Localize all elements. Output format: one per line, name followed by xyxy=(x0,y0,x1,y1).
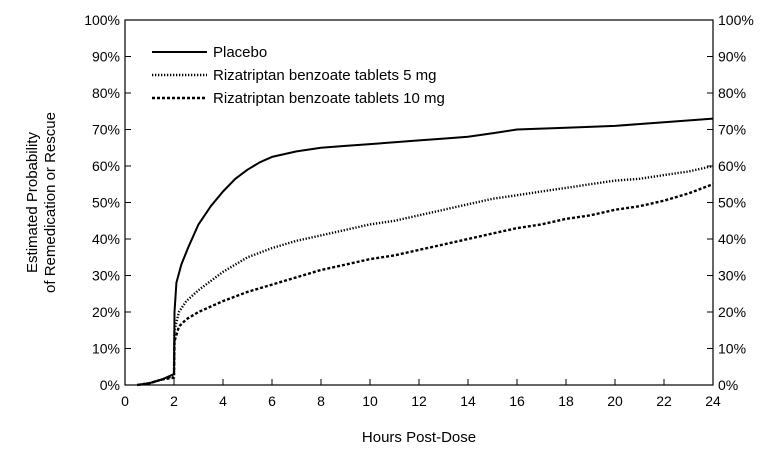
x-tick-label: 4 xyxy=(219,393,227,409)
y-tick-label: 40% xyxy=(92,231,120,247)
x-tick-label: 6 xyxy=(268,393,276,409)
x-tick-label: 12 xyxy=(411,393,427,409)
x-axis: 0 2 4 6 8 10 12 14 16 18 20 22 24 xyxy=(121,379,721,409)
right-y-tick-label: 90% xyxy=(718,49,746,65)
x-axis-title: Hours Post-Dose xyxy=(362,429,476,446)
series-line-dashed xyxy=(137,183,714,387)
x-tick-label: 0 xyxy=(121,393,129,409)
y-axis-title-line-2: of Remedication or Rescue xyxy=(42,112,59,293)
left-y-axis: 0% 10% 20% 30% 40% 50% 60% 70% 80% 90% 100% xyxy=(84,12,131,393)
right-y-tick-label: 20% xyxy=(718,304,746,320)
legend-label: Rizatriptan benzoate tablets 5 mg xyxy=(213,67,436,84)
x-tick-label: 20 xyxy=(607,393,623,409)
right-y-tick-label: 100% xyxy=(718,12,754,28)
legend-label: Rizatriptan benzoate tablets 10 mg xyxy=(213,90,445,107)
series-line-solid xyxy=(137,117,714,386)
legend: Placebo Rizatriptan benzoate tablets 5 mg… xyxy=(152,44,445,107)
right-y-tick-label: 10% xyxy=(718,341,746,357)
y-tick-label: 60% xyxy=(92,158,120,174)
right-y-tick-label: 80% xyxy=(718,85,746,101)
x-tick-label: 16 xyxy=(509,393,525,409)
right-y-tick-label: 0% xyxy=(718,377,738,393)
y-axis-title: Estimated Probability of Remedication or… xyxy=(24,112,59,293)
x-tick-label: 8 xyxy=(317,393,325,409)
right-y-tick-label: 50% xyxy=(718,195,746,211)
y-tick-label: 50% xyxy=(92,195,120,211)
y-tick-label: 80% xyxy=(92,85,120,101)
right-y-axis: 0% 10% 20% 30% 40% 50% 60% 70% 80% 90% 100% xyxy=(707,12,754,393)
y-axis-title-line-1: Estimated Probability xyxy=(24,132,41,273)
legend-label: Placebo xyxy=(213,44,267,61)
x-tick-label: 18 xyxy=(558,393,574,409)
right-y-tick-label: 40% xyxy=(718,231,746,247)
x-tick-label: 2 xyxy=(170,393,178,409)
y-tick-label: 70% xyxy=(92,122,120,138)
right-y-tick-label: 70% xyxy=(718,122,746,138)
x-tick-label: 14 xyxy=(460,393,476,409)
y-tick-label: 90% xyxy=(92,49,120,65)
series-lines xyxy=(137,117,714,387)
y-tick-label: 100% xyxy=(84,12,120,28)
y-tick-label: 20% xyxy=(92,304,120,320)
right-y-tick-label: 30% xyxy=(718,268,746,284)
x-tick-label: 22 xyxy=(656,393,672,409)
x-tick-label: 24 xyxy=(705,393,721,409)
y-tick-label: 30% xyxy=(92,268,120,284)
right-y-tick-label: 60% xyxy=(718,158,746,174)
y-tick-label: 10% xyxy=(92,341,120,357)
x-tick-label: 10 xyxy=(362,393,378,409)
series-line-dotted xyxy=(137,164,714,387)
y-tick-label: 0% xyxy=(100,377,120,393)
